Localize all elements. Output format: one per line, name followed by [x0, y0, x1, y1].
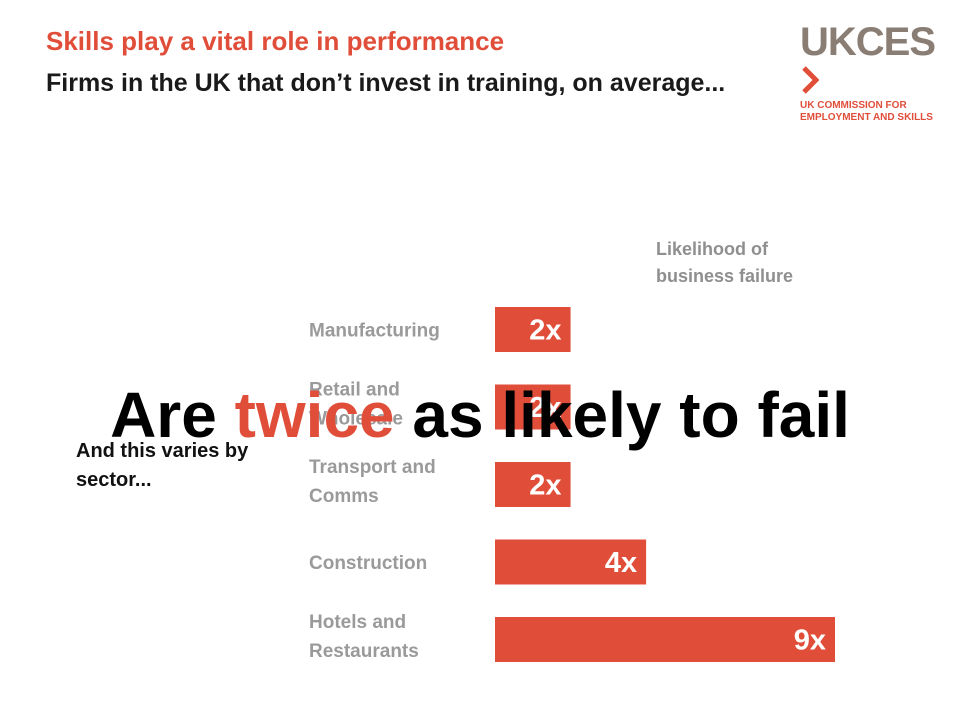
bar-value-label: 2x — [529, 392, 561, 424]
chart-title: Likelihood of business failure — [656, 239, 794, 286]
bar — [495, 384, 571, 430]
logo-tagline-line2: EMPLOYMENT AND SKILLS — [800, 112, 933, 123]
category-label: Hotels and Restaurants — [309, 612, 419, 662]
logo-wordmark-row: UKCES — [800, 22, 950, 98]
bar — [495, 539, 647, 585]
category-label: Manufacturing — [309, 321, 440, 342]
bar — [495, 617, 835, 662]
bar — [495, 462, 571, 507]
bar-value-label: 2x — [529, 315, 561, 347]
headline-before: Are — [110, 379, 235, 451]
ukces-logo: UKCES UK COMMISSION FOR EMPLOYMENT AND S… — [800, 22, 950, 124]
bar — [495, 307, 571, 352]
headline: Are twice as likely to fail — [0, 378, 960, 452]
page-title: Skills play a vital role in performance — [46, 26, 505, 56]
page-subtitle: Firms in the UK that don’t invest in tra… — [46, 69, 726, 97]
logo-tagline: UK COMMISSION FOR EMPLOYMENT AND SKILLS — [800, 100, 950, 124]
sector-note: And this varies by sector... — [76, 440, 249, 491]
bar-value-label: 4x — [605, 547, 637, 579]
category-label: Retail and Wholesale — [309, 380, 403, 430]
chevron-right-icon — [802, 66, 819, 94]
logo-wordmark: UKCES — [800, 20, 936, 64]
bar-value-label: 9x — [794, 625, 826, 657]
headline-highlight: twice — [234, 379, 395, 451]
bar-value-label: 2x — [529, 470, 561, 502]
category-label: Transport and Comms — [309, 457, 436, 507]
headline-after: as likely to fail — [394, 379, 850, 451]
logo-tagline-line1: UK COMMISSION FOR — [800, 100, 907, 111]
category-label: Construction — [309, 553, 427, 574]
